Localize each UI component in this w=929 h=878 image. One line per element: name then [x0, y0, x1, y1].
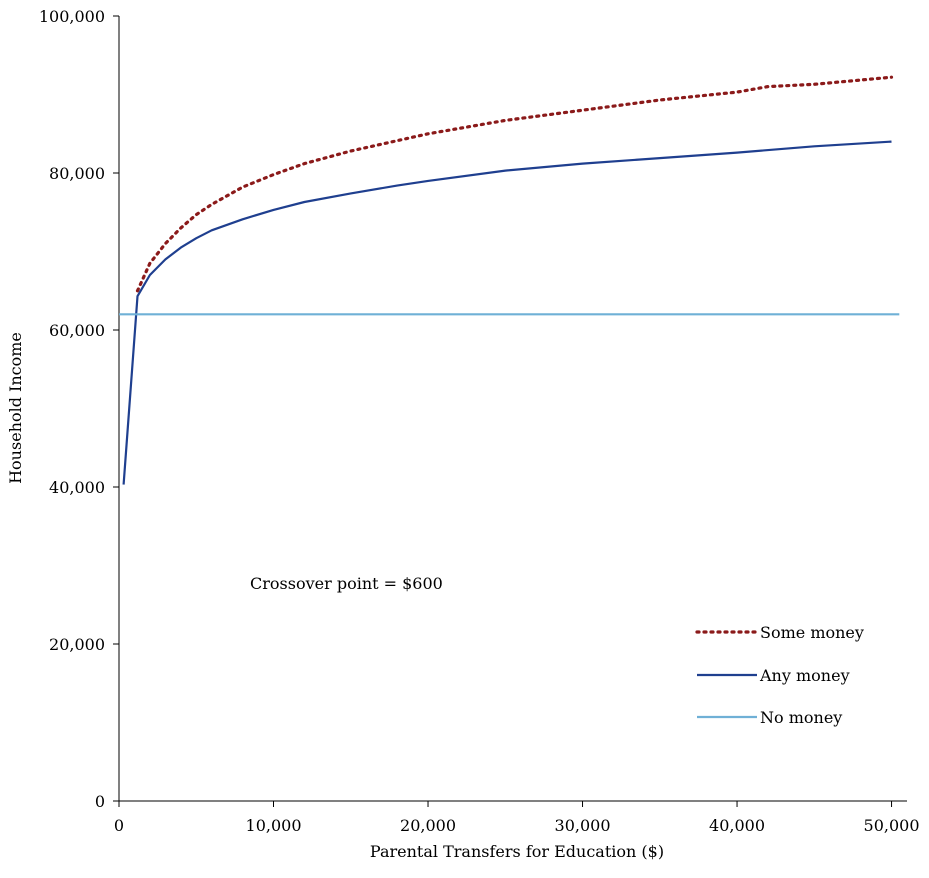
series-line-some-money — [135, 75, 894, 293]
legend-label: No money — [760, 708, 842, 727]
x-tick-label: 0 — [114, 816, 124, 835]
y-tick-label: 60,000 — [49, 321, 105, 340]
legend-item-some-money: Some money — [695, 623, 864, 642]
x-tick-label: 40,000 — [709, 816, 765, 835]
x-tick-label: 50,000 — [864, 816, 920, 835]
legend-label: Some money — [760, 623, 864, 642]
y-tick-label: 80,000 — [49, 164, 105, 183]
x-axis-title: Parental Transfers for Education ($) — [370, 842, 664, 861]
y-tick-label: 0 — [95, 792, 105, 811]
legend-label: Any money — [759, 666, 850, 685]
legend-item-no-money: No money — [697, 708, 842, 727]
crossover-annotation: Crossover point = $600 — [250, 574, 443, 593]
y-tick-label: 20,000 — [49, 635, 105, 654]
y-axis-title: Household Income — [6, 332, 25, 484]
legend: Some money Any money No money — [695, 623, 864, 727]
x-tick-label: 10,000 — [246, 816, 302, 835]
y-tick-label: 100,000 — [39, 7, 105, 26]
y-tick-label: 40,000 — [49, 478, 105, 497]
series-layer — [119, 75, 900, 485]
legend-item-any-money: Any money — [697, 666, 850, 685]
axes: 0 20,000 40,000 60,000 80,000 100,000 0 10,000 2… — [39, 7, 920, 835]
x-tick-label: 30,000 — [555, 816, 611, 835]
x-tick-label: 20,000 — [400, 816, 456, 835]
series-line-any-money — [122, 140, 892, 485]
